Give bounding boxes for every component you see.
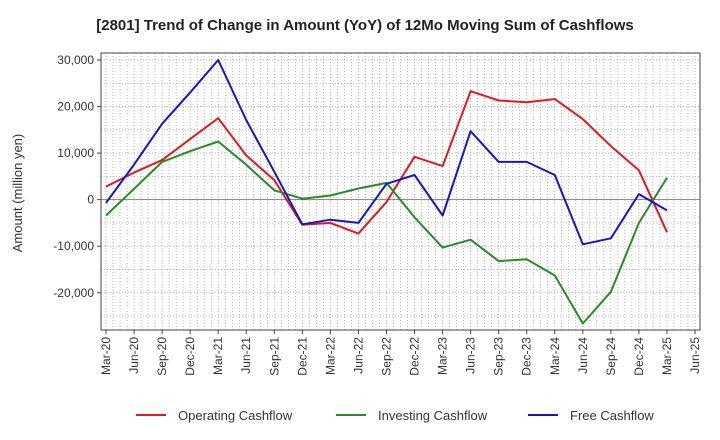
x-tick-label: Mar-24 — [548, 337, 562, 375]
x-tick-label: Sep-21 — [267, 337, 281, 376]
legend-label: Investing Cashflow — [378, 408, 488, 423]
operating-cashflow-line — [105, 90, 668, 235]
x-tick-label: Jun-25 — [688, 337, 702, 374]
y-axis-label: Amount (million yen) — [10, 134, 25, 253]
x-tick-label: Jun-22 — [351, 337, 365, 374]
x-tick-labels: Mar-20 Jun-20 Sep-20 Dec-20 Mar-21 Jun-21 Sep-… — [99, 330, 702, 376]
x-tick-label: Jun-21 — [239, 337, 253, 374]
chart-title: [2801] Trend of Change in Amount (YoY) o… — [96, 17, 634, 34]
x-tick-label: Mar-23 — [436, 337, 450, 375]
y-tick-label: 0 — [87, 193, 94, 207]
plot-frame — [100, 52, 701, 331]
x-tick-label: Mar-20 — [99, 337, 113, 375]
y-tick-label: 30,000 — [57, 53, 94, 67]
y-tick-label: 20,000 — [57, 100, 94, 114]
free-cashflow-line — [105, 59, 668, 246]
legend: Operating Cashflow Investing Cashflow Free… — [136, 408, 654, 423]
legend-label: Operating Cashflow — [178, 408, 293, 423]
series-lines — [105, 59, 668, 325]
y-tick-label: -20,000 — [53, 286, 94, 300]
x-tick-label: Sep-24 — [604, 337, 618, 376]
legend-label: Free Cashflow — [570, 408, 654, 423]
x-tick-label: Dec-20 — [183, 337, 197, 376]
axes — [100, 52, 701, 331]
x-tick-label: Dec-24 — [632, 337, 646, 376]
x-tick-label: Jun-23 — [464, 337, 478, 374]
x-tick-label: Jun-24 — [576, 337, 590, 374]
x-tick-label: Jun-20 — [127, 337, 141, 374]
x-tick-label: Dec-22 — [408, 337, 422, 376]
x-tick-label: Mar-25 — [660, 337, 674, 375]
y-tick-label: -10,000 — [53, 239, 94, 253]
x-tick-label: Dec-23 — [520, 337, 534, 376]
y-tick-label: 10,000 — [57, 146, 94, 160]
x-tick-label: Mar-21 — [211, 337, 225, 375]
x-tick-label: Sep-20 — [155, 337, 169, 376]
x-tick-label: Sep-22 — [379, 337, 393, 376]
y-tick-labels: 30,000 20,000 10,000 0 -10,000 -20,000 — [53, 53, 101, 300]
x-tick-label: Dec-21 — [295, 337, 309, 376]
x-tick-label: Sep-23 — [492, 337, 506, 376]
grid-lines — [101, 53, 700, 330]
x-tick-label: Mar-22 — [323, 337, 337, 375]
